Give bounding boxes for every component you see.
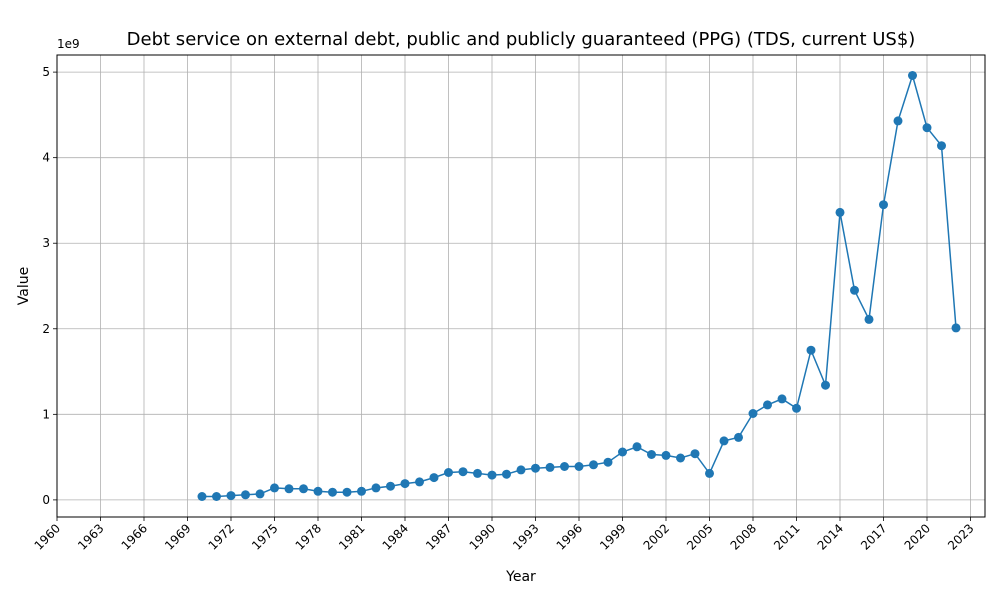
data-point (806, 345, 816, 355)
x-tick-label: 1993 (510, 521, 541, 552)
x-axis: 1960 1963 1966 1969 1972 1975 1978 1981 1984 1987… (32, 517, 977, 553)
data-point (299, 484, 308, 494)
data-point (777, 394, 787, 404)
x-axis-title: Year (505, 569, 536, 585)
data-point (937, 141, 946, 151)
x-tick-label: 1984 (380, 521, 411, 552)
data-point (661, 450, 671, 460)
data-point (647, 450, 656, 459)
y-tick-label: 4 (42, 151, 50, 165)
data-point (618, 447, 627, 457)
data-point (748, 409, 758, 418)
y-tick-label: 5 (42, 65, 50, 79)
data-point (676, 453, 685, 463)
grid (56, 55, 985, 517)
data-point (531, 463, 540, 473)
y-tick-label: 2 (42, 322, 50, 336)
y-tick-label: 0 (42, 493, 50, 507)
data-point (632, 442, 642, 452)
x-tick-label: 2017 (858, 521, 889, 552)
data-point (589, 460, 598, 470)
x-tick-label: 1981 (336, 521, 367, 552)
chart-title: Debt service on external debt, public an… (127, 29, 916, 50)
data-point (458, 467, 468, 477)
y-axis-title: Value (16, 267, 32, 305)
data-points (197, 71, 961, 501)
data-point (400, 479, 410, 489)
data-point (734, 432, 743, 442)
x-tick-label: 1978 (293, 521, 324, 552)
data-point (690, 449, 700, 459)
data-point (763, 400, 772, 410)
data-point (444, 468, 453, 477)
y-tick-label: 3 (42, 236, 50, 250)
data-point (473, 468, 482, 478)
x-tick-label: 1996 (554, 521, 585, 552)
data-point (328, 487, 337, 497)
data-point (241, 490, 250, 500)
x-tick-label: 2002 (641, 521, 672, 552)
data-point (835, 207, 845, 217)
data-point (603, 457, 613, 467)
data-point (516, 465, 526, 475)
data-point (879, 200, 888, 210)
x-tick-label: 2020 (902, 521, 933, 552)
x-tick-label: 2008 (728, 521, 759, 552)
data-point (270, 483, 279, 493)
y-tick-label: 1 (42, 407, 50, 421)
data-point (226, 491, 236, 501)
data-point (386, 481, 395, 491)
data-point (893, 116, 903, 126)
data-point (560, 462, 569, 471)
y-scale-label: 1e9 (57, 37, 80, 51)
y-axis: 0 1 2 3 4 5 (42, 65, 57, 507)
x-tick-label: 1987 (423, 521, 454, 552)
data-point (922, 123, 932, 133)
x-tick-label: 2011 (771, 521, 802, 552)
data-point (545, 462, 555, 472)
x-tick-label: 1975 (249, 521, 280, 552)
data-point (705, 468, 714, 478)
x-tick-label: 1999 (597, 521, 628, 552)
x-tick-label: 1966 (119, 521, 150, 552)
x-tick-label: 1963 (75, 521, 106, 552)
data-point (415, 477, 424, 487)
data-point (792, 403, 801, 413)
data-point (487, 470, 497, 480)
data-point (212, 492, 221, 501)
data-point (850, 285, 859, 295)
x-tick-label: 2023 (945, 521, 976, 552)
x-tick-label: 2014 (815, 521, 846, 552)
data-point (357, 486, 366, 496)
data-point (864, 314, 874, 324)
data-point (821, 380, 830, 390)
x-tick-label: 1969 (162, 521, 193, 552)
data-point (284, 484, 294, 494)
plot-frame (56, 54, 986, 518)
data-point (197, 492, 207, 501)
data-point (371, 483, 381, 493)
x-tick-label: 1960 (32, 521, 63, 552)
data-point (574, 462, 584, 471)
data-point (908, 71, 917, 80)
data-point (313, 486, 323, 496)
x-tick-label: 2005 (684, 521, 715, 552)
x-tick-label: 1990 (467, 521, 498, 552)
data-point (342, 487, 352, 497)
data-point (255, 489, 265, 499)
x-tick-label: 1972 (206, 521, 237, 552)
data-point (502, 469, 511, 479)
data-point (719, 436, 729, 446)
data-point (429, 473, 439, 483)
data-point (951, 323, 961, 333)
